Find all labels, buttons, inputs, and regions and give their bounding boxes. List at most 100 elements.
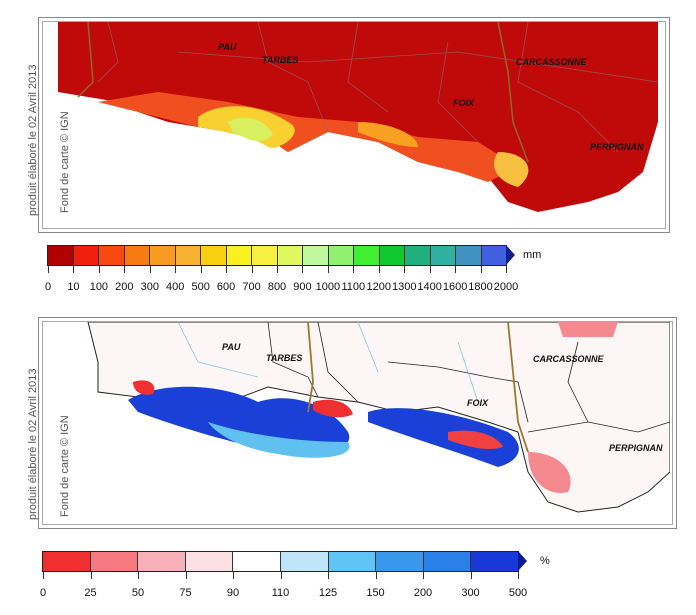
colorbar-tick — [302, 266, 304, 273]
colorbar-segment — [379, 246, 405, 265]
colorbar-tick-label: 0 — [39, 587, 47, 599]
colorbar-tick — [353, 266, 355, 273]
colorbar-segment — [423, 552, 472, 571]
colorbar-tick-label: 900 — [293, 281, 312, 293]
colorbar-segment — [471, 552, 518, 571]
city-tarbes: TARBES — [266, 353, 303, 363]
colorbar-tick — [327, 266, 329, 273]
colorbar-tick — [480, 266, 482, 273]
colorbar-tick — [378, 266, 380, 273]
colorbar-tick — [200, 266, 202, 273]
colorbar-tick — [280, 572, 282, 579]
colorbar-segment — [233, 552, 281, 571]
product-date-label: produit élaboré le 02 Avril 2013 — [27, 368, 39, 520]
colorbar-tick-label: 800 — [267, 281, 287, 293]
colorbar-segment — [201, 246, 227, 265]
colorbar-tick-label: 50 — [131, 587, 145, 599]
colorbar-segment — [405, 246, 431, 265]
colorbar-tick-label: 300 — [140, 281, 159, 293]
colorbar-tick-label: 300 — [461, 587, 480, 599]
colorbar-tick — [90, 572, 92, 579]
ratio-map-frame — [38, 317, 677, 529]
colorbar-tick-label: 1800 — [468, 281, 493, 293]
colorbar-tick — [429, 266, 431, 273]
colorbar-tick — [470, 572, 472, 579]
colorbar-segment — [124, 246, 150, 265]
colorbar-tick-label: 10 — [67, 281, 80, 293]
colorbar-tick — [124, 266, 126, 273]
map-credit-label: Fond de carte © IGN — [59, 415, 71, 517]
colorbar-tick — [226, 266, 228, 273]
product-date-label: produit élaboré le 02 Avril 2013 — [27, 64, 39, 216]
colorbar-segment — [354, 246, 380, 265]
map-credit-label: Fond de carte © IGN — [59, 111, 71, 213]
colorbar-tick-label: 0 — [44, 281, 52, 293]
colorbar-segment — [99, 246, 125, 265]
colorbar-tick — [149, 266, 151, 273]
colorbar-segment — [481, 246, 506, 265]
colorbar-segment — [280, 552, 329, 571]
rainfall-map — [58, 22, 658, 227]
ratio-map — [58, 322, 670, 522]
colorbar-tick — [43, 572, 44, 579]
colorbar-tick — [423, 572, 424, 579]
colorbar-tick-label: 75 — [179, 587, 192, 599]
city-foix: FOIX — [453, 98, 475, 108]
colorbar-tick — [455, 266, 457, 273]
colorbar-tick — [506, 266, 507, 273]
colorbar-tick — [73, 266, 75, 273]
colorbar-segment — [43, 552, 91, 571]
colorbar-tick — [404, 266, 406, 273]
colorbar-tick-label: 1600 — [442, 281, 468, 293]
colorbar-tick-label: 1400 — [417, 281, 442, 293]
colorbar-tick — [175, 266, 177, 273]
colorbar-arrow — [506, 245, 515, 265]
colorbar-segment — [252, 246, 278, 265]
rainfall-map-frame — [38, 17, 670, 233]
city-perpignan: PERPIGNAN — [609, 443, 663, 453]
colorbar-tick-label: 200 — [115, 281, 134, 293]
colorbar-arrow — [518, 551, 527, 571]
colorbar-tick-label: 1300 — [391, 281, 417, 293]
colorbar-segment — [185, 552, 234, 571]
city-perpignan: PERPIGNAN — [590, 142, 644, 152]
city-tarbes: TARBES — [262, 55, 299, 65]
colorbar-tick-label: 200 — [413, 587, 433, 599]
colorbar-segment — [328, 246, 354, 265]
colorbar-segment — [48, 246, 74, 265]
colorbar-segment — [376, 552, 424, 571]
colorbar-tick-label: 100 — [89, 281, 109, 293]
ratio-colorbar — [42, 551, 519, 572]
colorbar-tick-label: 90 — [226, 587, 240, 599]
colorbar-tick — [233, 572, 234, 579]
colorbar-segment — [226, 246, 252, 265]
city-foix: FOIX — [467, 398, 489, 408]
colorbar-tick — [48, 266, 49, 273]
rainfall-colorbar — [47, 245, 507, 266]
colorbar-tick-label: 150 — [366, 587, 385, 599]
colorbar-tick-label: 600 — [216, 281, 236, 293]
city-pau: PAU — [222, 342, 241, 352]
city-carcassonne: CARCASSONNE — [516, 57, 587, 67]
colorbar-segment — [328, 552, 377, 571]
colorbar-segment — [138, 552, 186, 571]
colorbar-unit: % — [540, 555, 550, 567]
colorbar-tick-label: 1100 — [341, 281, 366, 293]
colorbar-tick — [98, 266, 100, 273]
colorbar-segment — [175, 246, 201, 265]
colorbar-tick — [375, 572, 377, 579]
colorbar-tick-label: 1000 — [315, 281, 341, 293]
colorbar-tick-label: 1200 — [366, 281, 392, 293]
colorbar-tick-label: 700 — [242, 281, 261, 293]
colorbar-tick-label: 2000 — [493, 281, 519, 293]
city-carcassonne: CARCASSONNE — [533, 354, 604, 364]
colorbar-segment — [303, 246, 329, 265]
colorbar-segment — [73, 246, 99, 265]
colorbar-segment — [456, 246, 482, 265]
colorbar-tick — [518, 572, 519, 579]
colorbar-tick-label: 110 — [271, 587, 290, 599]
colorbar-tick-label: 25 — [84, 587, 97, 599]
colorbar-tick — [138, 572, 139, 579]
colorbar-segment — [150, 246, 176, 265]
colorbar-tick — [328, 572, 329, 579]
